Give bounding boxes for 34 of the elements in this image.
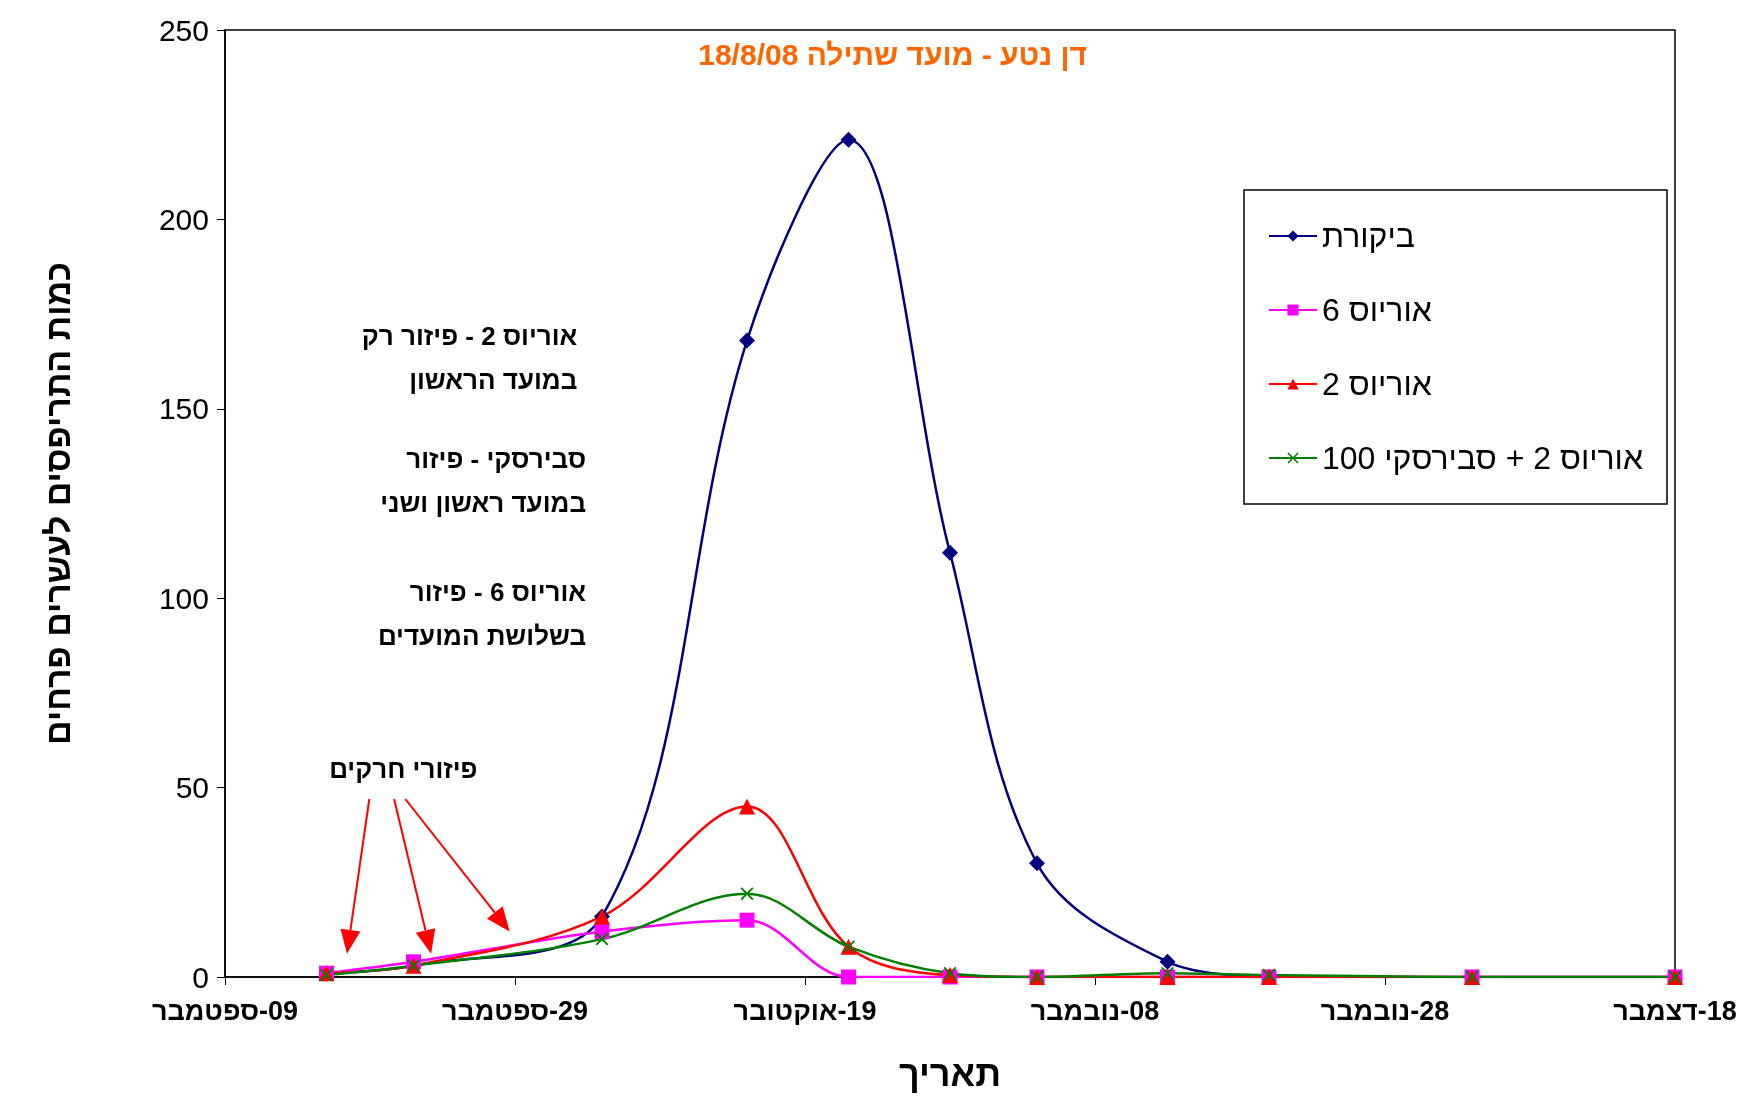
x-axis-title: תאריך (898, 1052, 1002, 1094)
y-axis-title: כמות התריפסים לעשרים פרחים (39, 262, 77, 745)
y-tick-label: 250 (158, 13, 209, 47)
point (1161, 966, 1174, 980)
x-tick-label: 18-דצמבר (1613, 995, 1737, 1026)
y-tick-label: 100 (158, 581, 209, 615)
y-tick-label: 50 (175, 771, 209, 805)
point (739, 798, 755, 815)
x-tick-label: 29-ספטמבר (441, 995, 589, 1026)
point (1029, 855, 1045, 872)
point (739, 332, 755, 349)
point (595, 932, 609, 946)
x-tick-label: 19-אוקטובר (733, 995, 877, 1026)
legend-label: אוריוס 2 + סבירסקי 100 (1322, 440, 1643, 476)
x-tick-label: 28-נובמבר (1320, 995, 1450, 1026)
chart-title: דן נטע - מועד שתילה 18/8/08 (698, 37, 1088, 71)
y-tick-label: 150 (158, 392, 209, 426)
annotation: אוריוס 6 - פיזור בשלושת המועדים (377, 576, 587, 651)
point (1159, 953, 1176, 970)
point (942, 544, 958, 561)
legend-label: אוריוס 6 (1322, 292, 1432, 328)
point (841, 969, 856, 985)
y-tick-label: 0 (192, 960, 209, 994)
legend-label: אוריוס 2 (1322, 366, 1432, 402)
y-tick-label: 200 (158, 202, 209, 236)
x-tick-label: 08-נובמבר (1030, 995, 1160, 1026)
legend-label: ביקורת (1322, 218, 1415, 254)
point (739, 912, 755, 928)
annotation: סבירסקי - פיזור במועד ראשון ושני (380, 444, 587, 519)
x-tick-label: 09-ספטמבר (151, 995, 299, 1026)
point (943, 966, 957, 980)
annotation: אוריוס 2 - פיזור רק במועד הראשון (361, 321, 578, 396)
annotation: פיזורי חרקים (329, 753, 478, 784)
point (840, 131, 857, 148)
